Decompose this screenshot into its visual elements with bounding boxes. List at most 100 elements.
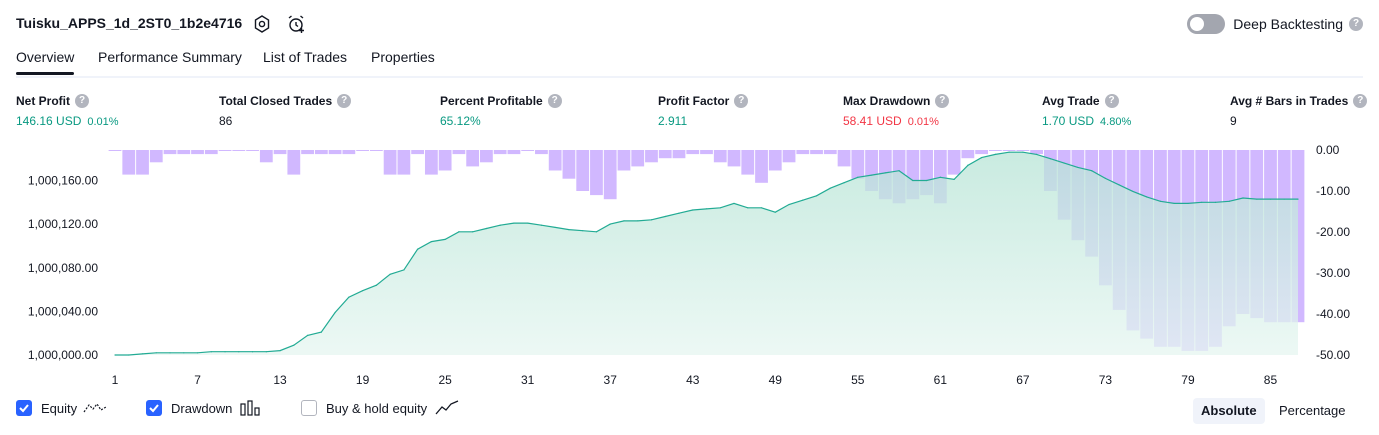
equity-point bbox=[155, 352, 157, 354]
drawdown-bar bbox=[452, 150, 466, 155]
equity-point bbox=[306, 334, 309, 336]
equity-point bbox=[967, 164, 969, 166]
equity-point bbox=[1297, 198, 1299, 200]
drawdown-bar bbox=[782, 150, 796, 163]
equity-point bbox=[251, 351, 254, 353]
equity-point bbox=[334, 311, 336, 314]
help-icon[interactable]: ? bbox=[1104, 94, 1119, 108]
left-axis-tick-label: 1,000,040.00 bbox=[28, 304, 98, 318]
right-axis-tick-label: -50.00 bbox=[1316, 348, 1350, 362]
metric-label: Max Drawdown bbox=[843, 94, 931, 108]
equity-point bbox=[1049, 158, 1051, 160]
help-icon[interactable]: ? bbox=[1349, 17, 1363, 31]
equity-point bbox=[802, 199, 804, 201]
equity-point bbox=[210, 351, 212, 353]
toggle-knob bbox=[1190, 17, 1205, 31]
help-icon[interactable]: ? bbox=[935, 94, 950, 108]
drawdown-bar bbox=[273, 150, 287, 155]
equity-point bbox=[1104, 177, 1107, 179]
buy-hold-checkbox[interactable] bbox=[301, 400, 317, 416]
help-icon[interactable]: ? bbox=[337, 94, 352, 108]
drawdown-bar bbox=[562, 150, 576, 179]
help-icon[interactable]: ? bbox=[734, 94, 749, 108]
drawdown-bar bbox=[1002, 150, 1016, 151]
strategy-title: Tuisku_APPS_1d_2ST0_1b2e4716 bbox=[16, 15, 243, 31]
deep-backtesting-toggle[interactable] bbox=[1187, 14, 1226, 34]
equity-point bbox=[1063, 162, 1065, 164]
equity-point bbox=[843, 182, 845, 184]
equity-point bbox=[196, 352, 199, 354]
buy-hold-label: Buy & hold equity bbox=[326, 400, 428, 416]
drawdown-bar bbox=[328, 150, 342, 155]
x-axis-tick-label: 67 bbox=[1016, 373, 1030, 387]
left-axis-tick-label: 1,000,160.00 bbox=[28, 174, 98, 188]
equity-point bbox=[1022, 151, 1024, 153]
equity-point bbox=[540, 224, 543, 226]
equity-point bbox=[430, 240, 432, 243]
tab-properties[interactable]: Properties bbox=[371, 49, 435, 65]
metric-total-closed-trades: Total Closed Trades? 86 bbox=[219, 94, 352, 128]
equity-point bbox=[513, 222, 515, 224]
absolute-toggle[interactable]: Absolute bbox=[1193, 398, 1265, 424]
equity-point bbox=[870, 174, 873, 176]
equity-point bbox=[472, 231, 474, 233]
equity-point bbox=[1118, 184, 1120, 186]
drawdown-bar bbox=[631, 150, 645, 167]
equity-point bbox=[705, 208, 708, 210]
drawdown-bar bbox=[975, 150, 989, 155]
equity-point bbox=[719, 207, 721, 209]
metric-value: 9 bbox=[1230, 114, 1237, 128]
equity-point bbox=[1256, 198, 1258, 200]
equity-checkbox[interactable] bbox=[16, 400, 32, 416]
drawdown-bar bbox=[466, 150, 480, 167]
legend-buy-hold[interactable]: Buy & hold equity bbox=[301, 400, 459, 416]
drawdown-bar bbox=[851, 150, 865, 179]
drawdown-bar bbox=[246, 150, 259, 151]
percentage-toggle[interactable]: Percentage bbox=[1279, 403, 1346, 418]
left-axis-tick-label: 1,000,120.00 bbox=[28, 217, 98, 231]
tab-performance-summary[interactable]: Performance Summary bbox=[98, 49, 242, 65]
metric-label: Avg Trade bbox=[1042, 94, 1100, 108]
help-icon[interactable]: ? bbox=[547, 94, 562, 108]
equity-point bbox=[815, 195, 818, 197]
header-bar: Tuisku_APPS_1d_2ST0_1b2e4716 Deep Backte… bbox=[16, 12, 1363, 36]
legend-drawdown[interactable]: Drawdown bbox=[146, 400, 261, 416]
equity-point bbox=[981, 157, 983, 159]
drawdown-bar bbox=[108, 150, 122, 151]
add-alert-icon[interactable] bbox=[286, 14, 306, 34]
metric-sub-value: 4.80% bbox=[1100, 116, 1132, 128]
equity-point bbox=[485, 227, 488, 230]
help-icon[interactable]: ? bbox=[75, 94, 89, 108]
drawdown-checkbox[interactable] bbox=[146, 400, 162, 416]
drawdown-bar bbox=[658, 150, 672, 159]
settings-icon[interactable] bbox=[252, 14, 272, 34]
tab-list-of-trades[interactable]: List of Trades bbox=[263, 49, 348, 65]
help-icon[interactable]: ? bbox=[1353, 94, 1368, 108]
drawdown-bar bbox=[204, 150, 218, 155]
drawdown-bar bbox=[438, 150, 452, 171]
right-axis-tick-label: -20.00 bbox=[1316, 225, 1350, 239]
drawdown-bar bbox=[369, 150, 383, 151]
drawdown-bar bbox=[961, 150, 975, 159]
drawdown-bar bbox=[672, 150, 686, 159]
metric-avg-bars-in-trades: Avg # Bars in Trades? 9 bbox=[1230, 94, 1368, 128]
x-axis-tick-label: 79 bbox=[1181, 373, 1195, 387]
drawdown-bar bbox=[149, 150, 163, 163]
equity-area bbox=[115, 152, 1298, 355]
drawdown-bar bbox=[727, 150, 741, 167]
x-axis-tick-label: 25 bbox=[438, 373, 452, 387]
tab-overview[interactable]: Overview bbox=[16, 49, 75, 65]
equity-point bbox=[320, 331, 322, 333]
x-axis-tick-label: 73 bbox=[1099, 373, 1113, 387]
drawdown-bar bbox=[988, 150, 1002, 151]
metric-sub-value: 0.01% bbox=[907, 116, 939, 128]
drawdown-bar bbox=[796, 150, 810, 155]
drawdown-bar bbox=[191, 150, 204, 155]
equity-point bbox=[362, 290, 364, 292]
legend-equity[interactable]: Equity bbox=[16, 400, 107, 416]
metric-sub-value: 0.01% bbox=[87, 116, 119, 128]
drawdown-bar bbox=[122, 150, 136, 175]
equity-point bbox=[692, 209, 694, 211]
equity-label: Equity bbox=[41, 400, 78, 416]
equity-point bbox=[953, 178, 955, 181]
